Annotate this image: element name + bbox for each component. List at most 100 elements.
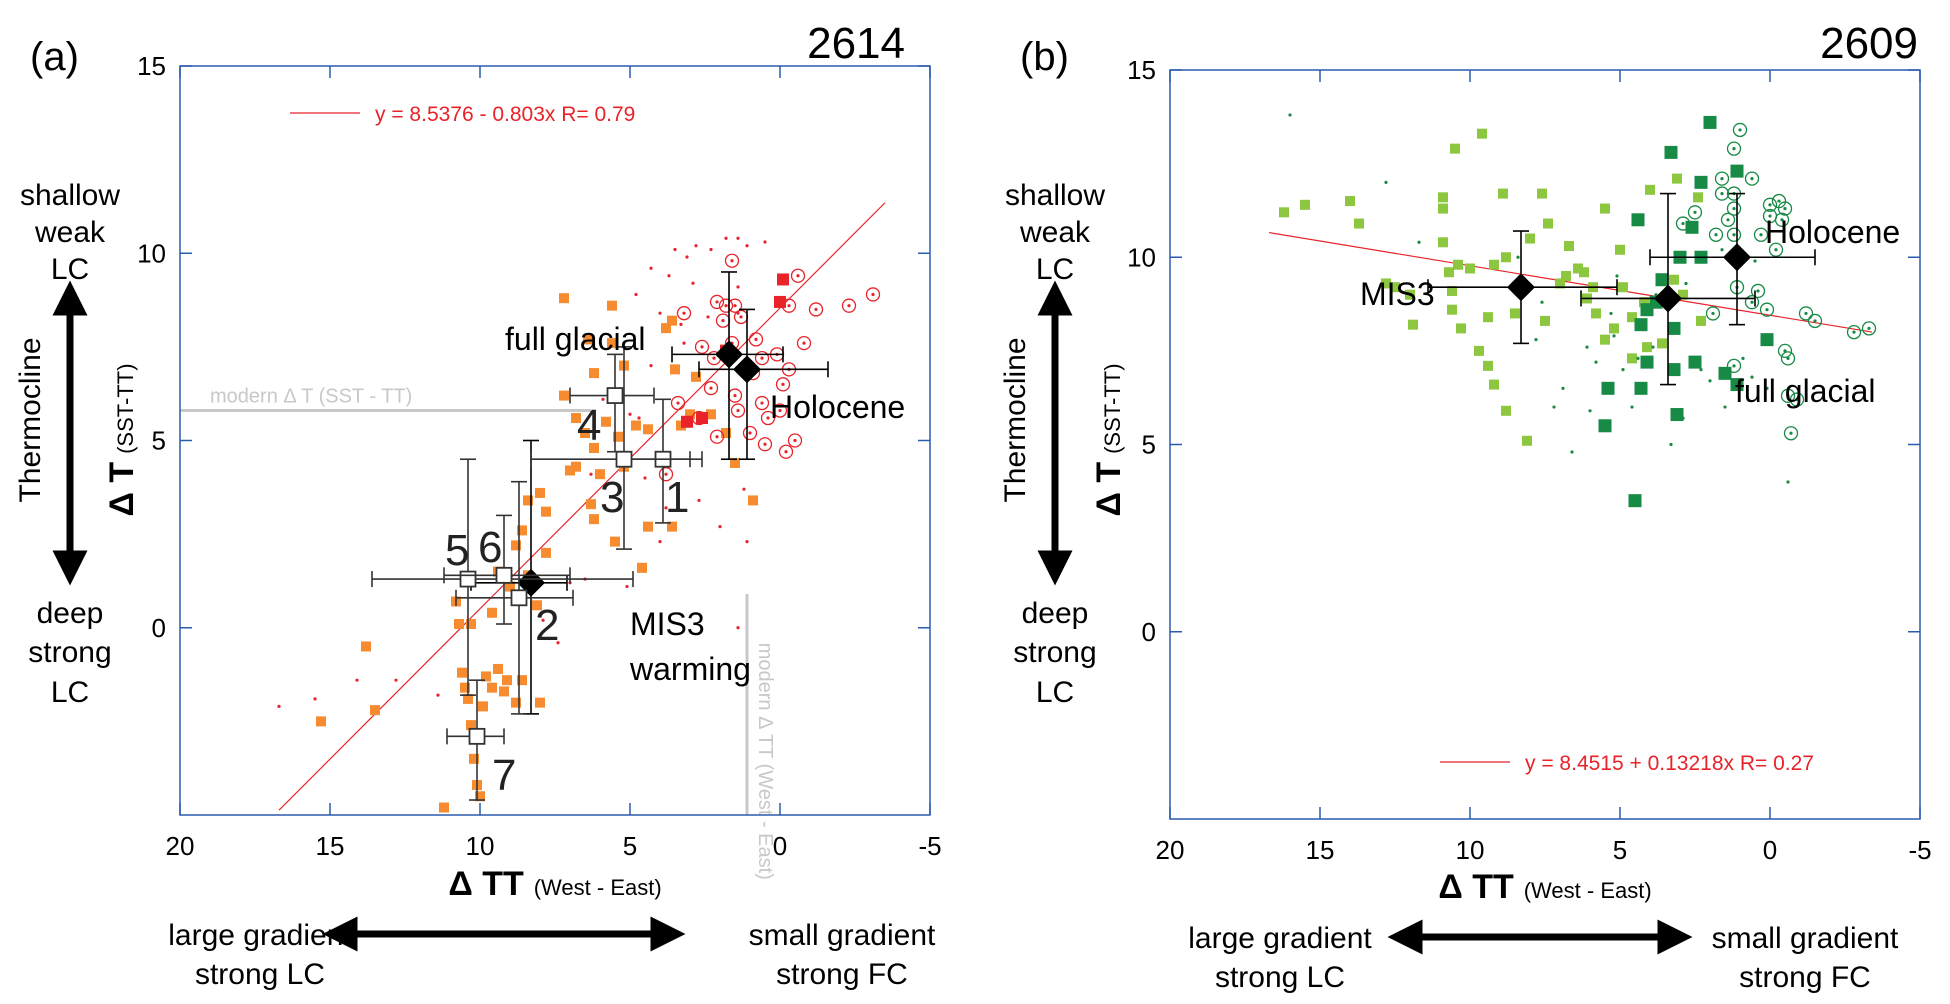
data-point-dot: [1615, 274, 1619, 278]
data-point-square: [316, 716, 326, 727]
regression-line: [1268, 231, 1873, 333]
y-axis-label-main: Δ T: [1090, 462, 1128, 517]
data-point-circle-dot: [1768, 203, 1772, 207]
data-point-square: [1501, 252, 1511, 263]
data-point-square: [1390, 282, 1400, 293]
x-axis-label-sub: (West - East): [1524, 878, 1652, 903]
data-point-circle: [691, 410, 707, 426]
data-point-square: [502, 675, 512, 686]
data-point-dot: [589, 472, 593, 476]
data-point-circle: [1732, 122, 1748, 138]
data-point-square: [1498, 188, 1508, 199]
data-point-square: [613, 431, 623, 442]
y-top-label-2: weak: [1019, 216, 1091, 249]
data-point-circle-dot: [1780, 218, 1784, 222]
data-point-square: [505, 581, 515, 592]
x-right-label-2: strong FC: [1739, 961, 1871, 994]
data-point-circle-dot: [847, 304, 851, 308]
data-point-dot: [664, 506, 668, 510]
data-point-square: [1760, 333, 1774, 347]
data-point-square: [1598, 419, 1612, 433]
data-point-square: [493, 663, 503, 674]
data-point-circle: [841, 298, 857, 313]
data-point-square: [670, 364, 680, 375]
data-point-square: [1522, 435, 1532, 446]
data-point-dot: [694, 244, 698, 248]
data-point-circle: [1726, 141, 1742, 156]
data-point-circle-dot: [787, 304, 791, 308]
data-point-square: [667, 315, 677, 326]
data-point-square: [487, 682, 497, 693]
data-point-dot: [1669, 442, 1673, 447]
data-point-circle-dot: [1786, 356, 1790, 360]
annotation-warming: warming: [629, 651, 751, 687]
x-tick-label: 0: [1763, 835, 1777, 865]
annotation-full-glacial: full glacial: [1735, 373, 1876, 409]
summary-marker-6: [443, 514, 571, 625]
data-point-square: [1634, 318, 1648, 332]
open-square-marker: [510, 589, 528, 607]
data-point-square: [691, 371, 701, 382]
data-point-dot: [277, 704, 281, 708]
data-point-square: [1703, 115, 1717, 129]
data-point-circle-dot: [700, 345, 704, 349]
data-point-dot: [1786, 480, 1790, 484]
data-point-circle: [790, 268, 806, 283]
data-point-square: [1483, 312, 1493, 323]
x-tick-label: 20: [1156, 835, 1185, 865]
regression-equation: y = 8.5376 - 0.803x R= 0.79: [375, 103, 635, 126]
data-point-square: [685, 409, 695, 420]
data-point-dot: [1609, 311, 1613, 316]
data-point-dot: [643, 476, 647, 480]
data-point-dot: [1720, 248, 1724, 252]
x-tick-label: -5: [918, 831, 941, 861]
data-point-dot: [1750, 375, 1754, 379]
data-point-circle: [1762, 197, 1778, 212]
data-point-circle-dot: [1765, 308, 1769, 312]
data-point-square: [565, 465, 575, 476]
data-point-square: [1627, 312, 1637, 323]
data-point-circle: [808, 302, 824, 317]
data-point-dot: [1699, 368, 1703, 372]
svg-text:Δ T(SST-TT): Δ T (SST-TT): [103, 363, 141, 516]
data-point-circle: [1807, 313, 1823, 329]
data-point-circle-dot: [1768, 214, 1772, 218]
data-point-square: [1555, 278, 1565, 289]
y-tick-label: 10: [1127, 242, 1156, 272]
diamond-marker: [1507, 273, 1535, 302]
data-point-circle: [1789, 392, 1805, 407]
data-point-square: [1685, 220, 1699, 234]
thermocline-label: Thermocline: [14, 337, 47, 502]
summary-marker-holocene: [1649, 192, 1816, 326]
x-axis-label-main: Δ TT: [448, 865, 524, 903]
data-point-circle: [1726, 358, 1742, 374]
modern-dt-label: modern Δ T (SST - TT): [210, 386, 412, 408]
data-point-dot: [1636, 356, 1640, 360]
data-point-square: [1609, 323, 1619, 334]
x-axis-label: Δ TT (West - East): [1438, 868, 1651, 906]
data-point-circle: [1705, 306, 1721, 321]
data-point-square: [1525, 233, 1535, 244]
data-point-dot: [658, 311, 662, 315]
data-point-circle: [865, 287, 881, 302]
data-point-dot: [1585, 345, 1589, 349]
data-point-circle: [1759, 302, 1775, 317]
data-point-square: [1477, 128, 1487, 139]
data-point-square: [1474, 345, 1484, 356]
x-tick-label: 10: [466, 831, 495, 861]
summary-marker-full-glacial: [671, 271, 784, 461]
data-point-circle-dot: [1795, 397, 1799, 402]
data-point-square: [1628, 494, 1642, 508]
data-point-circle-dot: [796, 274, 800, 278]
data-point-dot: [634, 292, 638, 297]
data-point-square: [517, 675, 527, 686]
annotation-mis3: MIS3: [630, 606, 705, 642]
data-point-circle-dot: [1813, 319, 1817, 323]
data-point-square: [667, 521, 677, 532]
data-point-square: [1667, 363, 1681, 377]
data-point-dot: [1552, 405, 1556, 409]
y-tick-label: 0: [1142, 617, 1156, 647]
sample-number-label: 6: [478, 523, 502, 572]
y-tick-label: 15: [1127, 55, 1156, 85]
data-point-circle: [1726, 201, 1742, 216]
